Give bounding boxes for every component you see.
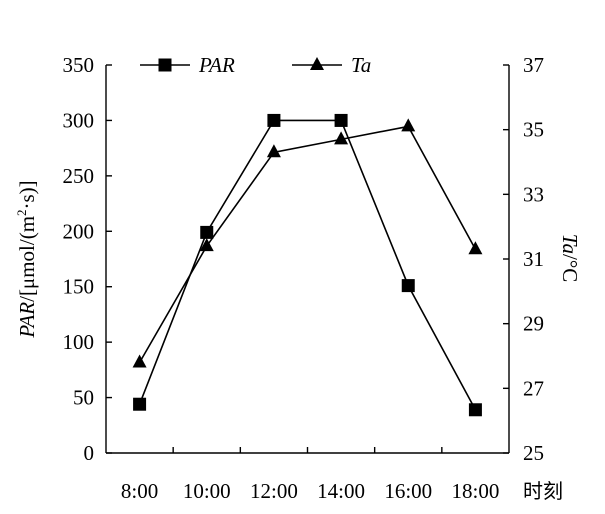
left-tick-label: 0 (84, 441, 95, 465)
right-tick-label: 31 (523, 247, 544, 271)
series-line-par (138, 119, 477, 411)
left-axis-title-var: PAR (15, 302, 39, 339)
plot-area: 0 50 100 150 200 250 300 350 25 27 29 31 33 35 37 8:00 1… (63, 53, 545, 503)
x-tick-label: 12:00 (250, 479, 298, 503)
left-tick-label: 250 (63, 164, 95, 188)
legend-par-marker (158, 58, 172, 72)
x-tick-label: 10:00 (183, 479, 231, 503)
left-tick-label: 350 (63, 53, 95, 77)
legend-ta-marker (310, 57, 324, 70)
par-point (468, 403, 482, 417)
right-tick-label: 25 (523, 441, 544, 465)
par-point (267, 113, 281, 127)
left-tick-label: 100 (63, 330, 95, 354)
left-axis-title: PAR/[μmol/(m2·s)] (14, 180, 39, 338)
right-tick-label: 29 (523, 312, 544, 336)
left-tick-label: 150 (63, 275, 95, 299)
legend-par-label: PAR (198, 53, 235, 77)
legend-ta-label: Ta (351, 53, 371, 77)
series-line-ta (138, 125, 477, 363)
ta-point (401, 118, 416, 132)
right-axis-title-unit: /°C (558, 254, 582, 282)
ta-point (334, 131, 349, 145)
left-axis-title-tail: ·s)] (15, 180, 39, 209)
axis-labels: PAR/[μmol/(m2·s)] Ta/°C 时刻 (14, 180, 582, 503)
ta-point (132, 354, 147, 368)
left-tick-label: 300 (63, 108, 95, 132)
left-axis-title-sup: 2 (14, 209, 29, 216)
x-tick-label: 16:00 (384, 479, 432, 503)
x-tick-label: 14:00 (317, 479, 365, 503)
x-tick-label: 8:00 (121, 479, 158, 503)
right-tick-label: 37 (523, 53, 544, 77)
ta-point (468, 241, 483, 255)
right-axis-title: Ta/°C (558, 234, 582, 283)
right-tick-label: 27 (523, 376, 544, 400)
ta-point (199, 238, 214, 252)
right-axis-title-var: Ta (558, 234, 582, 254)
left-tick-label: 200 (63, 219, 95, 243)
par-point (401, 279, 415, 293)
left-tick-label: 50 (73, 386, 94, 410)
x-axis-title: 时刻 (523, 480, 563, 503)
left-axis-title-unit: /[μmol/(m (15, 216, 39, 302)
par-point (200, 225, 214, 239)
par-point (334, 113, 348, 127)
ta-point (266, 144, 281, 158)
right-tick-label: 33 (523, 182, 544, 206)
legend: PAR Ta (140, 53, 371, 77)
par-point (133, 397, 147, 411)
right-tick-label: 35 (523, 118, 544, 142)
x-tick-label: 18:00 (451, 479, 499, 503)
